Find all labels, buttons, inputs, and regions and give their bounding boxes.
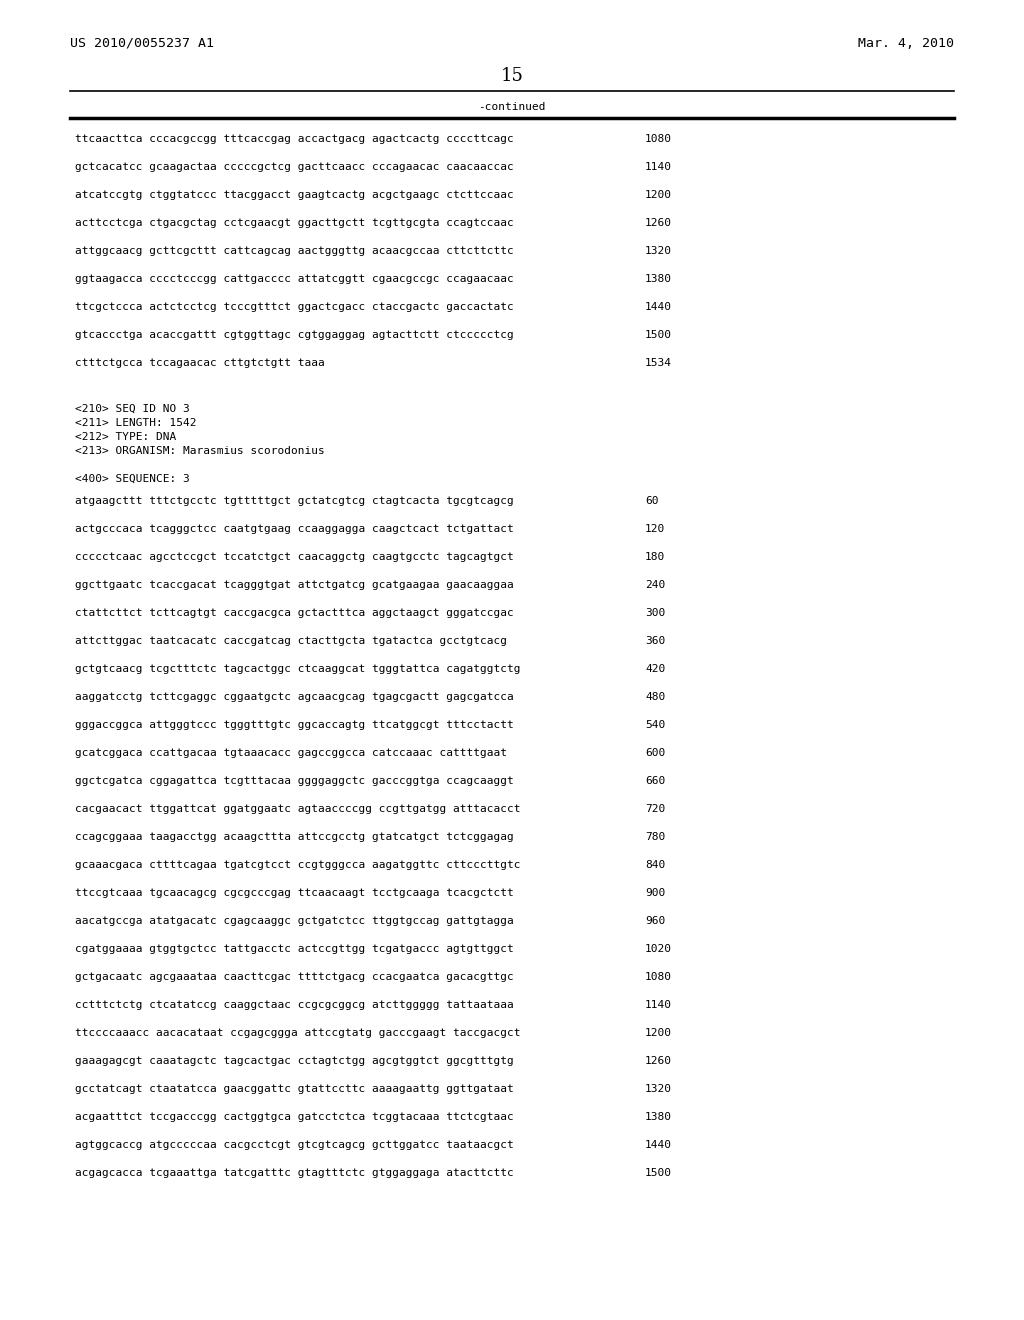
Text: 60: 60 bbox=[645, 496, 658, 506]
Text: 180: 180 bbox=[645, 552, 666, 562]
Text: 15: 15 bbox=[501, 67, 523, 84]
Text: 1320: 1320 bbox=[645, 1084, 672, 1094]
Text: 300: 300 bbox=[645, 609, 666, 618]
Text: 720: 720 bbox=[645, 804, 666, 814]
Text: cacgaacact ttggattcat ggatggaatc agtaaccccgg ccgttgatgg atttacacct: cacgaacact ttggattcat ggatggaatc agtaacc… bbox=[75, 804, 520, 814]
Text: 600: 600 bbox=[645, 748, 666, 758]
Text: acttcctcga ctgacgctag cctcgaacgt ggacttgctt tcgttgcgta ccagtccaac: acttcctcga ctgacgctag cctcgaacgt ggacttg… bbox=[75, 218, 514, 228]
Text: gaaagagcgt caaatagctc tagcactgac cctagtctgg agcgtggtct ggcgtttgtg: gaaagagcgt caaatagctc tagcactgac cctagtc… bbox=[75, 1056, 514, 1067]
Text: 960: 960 bbox=[645, 916, 666, 927]
Text: agtggcaccg atgcccccaa cacgcctcgt gtcgtcagcg gcttggatcc taataacgct: agtggcaccg atgcccccaa cacgcctcgt gtcgtca… bbox=[75, 1140, 514, 1150]
Text: <400> SEQUENCE: 3: <400> SEQUENCE: 3 bbox=[75, 474, 189, 484]
Text: 1140: 1140 bbox=[645, 162, 672, 172]
Text: cctttctctg ctcatatccg caaggctaac ccgcgcggcg atcttggggg tattaataaa: cctttctctg ctcatatccg caaggctaac ccgcgcg… bbox=[75, 1001, 514, 1010]
Text: attggcaacg gcttcgcttt cattcagcag aactgggttg acaacgccaa cttcttcttc: attggcaacg gcttcgcttt cattcagcag aactggg… bbox=[75, 246, 514, 256]
Text: 660: 660 bbox=[645, 776, 666, 785]
Text: 240: 240 bbox=[645, 579, 666, 590]
Text: ggcttgaatc tcaccgacat tcagggtgat attctgatcg gcatgaagaa gaacaaggaa: ggcttgaatc tcaccgacat tcagggtgat attctga… bbox=[75, 579, 514, 590]
Text: 540: 540 bbox=[645, 719, 666, 730]
Text: ctattcttct tcttcagtgt caccgacgca gctactttca aggctaagct gggatccgac: ctattcttct tcttcagtgt caccgacgca gctactt… bbox=[75, 609, 514, 618]
Text: 480: 480 bbox=[645, 692, 666, 702]
Text: 1260: 1260 bbox=[645, 218, 672, 228]
Text: ttccgtcaaa tgcaacagcg cgcgcccgag ttcaacaagt tcctgcaaga tcacgctctt: ttccgtcaaa tgcaacagcg cgcgcccgag ttcaaca… bbox=[75, 888, 514, 898]
Text: gctcacatcc gcaagactaa cccccgctcg gacttcaacc cccagaacac caacaaccac: gctcacatcc gcaagactaa cccccgctcg gacttca… bbox=[75, 162, 514, 172]
Text: ggtaagacca cccctcccgg cattgacccc attatcggtt cgaacgccgc ccagaacaac: ggtaagacca cccctcccgg cattgacccc attatcg… bbox=[75, 275, 514, 284]
Text: 1534: 1534 bbox=[645, 358, 672, 368]
Text: aacatgccga atatgacatc cgagcaaggc gctgatctcc ttggtgccag gattgtagga: aacatgccga atatgacatc cgagcaaggc gctgatc… bbox=[75, 916, 514, 927]
Text: 1080: 1080 bbox=[645, 135, 672, 144]
Text: <212> TYPE: DNA: <212> TYPE: DNA bbox=[75, 432, 176, 442]
Text: 1500: 1500 bbox=[645, 330, 672, 341]
Text: actgcccaca tcagggctcc caatgtgaag ccaaggagga caagctcact tctgattact: actgcccaca tcagggctcc caatgtgaag ccaagga… bbox=[75, 524, 514, 535]
Text: 900: 900 bbox=[645, 888, 666, 898]
Text: 1020: 1020 bbox=[645, 944, 672, 954]
Text: <213> ORGANISM: Marasmius scorodonius: <213> ORGANISM: Marasmius scorodonius bbox=[75, 446, 325, 455]
Text: ccccctcaac agcctccgct tccatctgct caacaggctg caagtgcctc tagcagtgct: ccccctcaac agcctccgct tccatctgct caacagg… bbox=[75, 552, 514, 562]
Text: 1380: 1380 bbox=[645, 1111, 672, 1122]
Text: 360: 360 bbox=[645, 636, 666, 645]
Text: US 2010/0055237 A1: US 2010/0055237 A1 bbox=[70, 37, 214, 50]
Text: gctgacaatc agcgaaataa caacttcgac ttttctgacg ccacgaatca gacacgttgc: gctgacaatc agcgaaataa caacttcgac ttttctg… bbox=[75, 972, 514, 982]
Text: 1080: 1080 bbox=[645, 972, 672, 982]
Text: 780: 780 bbox=[645, 832, 666, 842]
Text: 1140: 1140 bbox=[645, 1001, 672, 1010]
Text: 1440: 1440 bbox=[645, 302, 672, 312]
Text: gggaccggca attgggtccc tgggtttgtc ggcaccagtg ttcatggcgt tttcctactt: gggaccggca attgggtccc tgggtttgtc ggcacca… bbox=[75, 719, 514, 730]
Text: ttccccaaacc aacacataat ccgagcggga attccgtatg gacccgaagt taccgacgct: ttccccaaacc aacacataat ccgagcggga attccg… bbox=[75, 1028, 520, 1038]
Text: ggctcgatca cggagattca tcgtttacaa ggggaggctc gacccggtga ccagcaaggt: ggctcgatca cggagattca tcgtttacaa ggggagg… bbox=[75, 776, 514, 785]
Text: ttcaacttca cccacgccgg tttcaccgag accactgacg agactcactg ccccttcagc: ttcaacttca cccacgccgg tttcaccgag accactg… bbox=[75, 135, 514, 144]
Text: gtcaccctga acaccgattt cgtggttagc cgtggaggag agtacttctt ctccccctcg: gtcaccctga acaccgattt cgtggttagc cgtggag… bbox=[75, 330, 514, 341]
Text: 1440: 1440 bbox=[645, 1140, 672, 1150]
Text: atcatccgtg ctggtatccc ttacggacct gaagtcactg acgctgaagc ctcttccaac: atcatccgtg ctggtatccc ttacggacct gaagtca… bbox=[75, 190, 514, 201]
Text: ccagcggaaa taagacctgg acaagcttta attccgcctg gtatcatgct tctcggagag: ccagcggaaa taagacctgg acaagcttta attccgc… bbox=[75, 832, 514, 842]
Text: ctttctgcca tccagaacac cttgtctgtt taaa: ctttctgcca tccagaacac cttgtctgtt taaa bbox=[75, 358, 325, 368]
Text: <210> SEQ ID NO 3: <210> SEQ ID NO 3 bbox=[75, 404, 189, 414]
Text: 1500: 1500 bbox=[645, 1168, 672, 1177]
Text: acgaatttct tccgacccgg cactggtgca gatcctctca tcggtacaaa ttctcgtaac: acgaatttct tccgacccgg cactggtgca gatcctc… bbox=[75, 1111, 514, 1122]
Text: -continued: -continued bbox=[478, 102, 546, 112]
Text: atgaagcttt tttctgcctc tgtttttgct gctatcgtcg ctagtcacta tgcgtcagcg: atgaagcttt tttctgcctc tgtttttgct gctatcg… bbox=[75, 496, 514, 506]
Text: gctgtcaacg tcgctttctc tagcactggc ctcaaggcat tgggtattca cagatggtctg: gctgtcaacg tcgctttctc tagcactggc ctcaagg… bbox=[75, 664, 520, 675]
Text: cgatggaaaa gtggtgctcc tattgacctc actccgttgg tcgatgaccc agtgttggct: cgatggaaaa gtggtgctcc tattgacctc actccgt… bbox=[75, 944, 514, 954]
Text: 840: 840 bbox=[645, 861, 666, 870]
Text: <211> LENGTH: 1542: <211> LENGTH: 1542 bbox=[75, 418, 197, 428]
Text: 120: 120 bbox=[645, 524, 666, 535]
Text: 420: 420 bbox=[645, 664, 666, 675]
Text: 1380: 1380 bbox=[645, 275, 672, 284]
Text: acgagcacca tcgaaattga tatcgatttc gtagtttctc gtggaggaga atacttcttc: acgagcacca tcgaaattga tatcgatttc gtagttt… bbox=[75, 1168, 514, 1177]
Text: gcaaacgaca cttttcagaa tgatcgtcct ccgtgggcca aagatggttc cttcccttgtc: gcaaacgaca cttttcagaa tgatcgtcct ccgtggg… bbox=[75, 861, 520, 870]
Text: attcttggac taatcacatc caccgatcag ctacttgcta tgatactca gcctgtcacg: attcttggac taatcacatc caccgatcag ctacttg… bbox=[75, 636, 507, 645]
Text: ttcgctccca actctcctcg tcccgtttct ggactcgacc ctaccgactc gaccactatc: ttcgctccca actctcctcg tcccgtttct ggactcg… bbox=[75, 302, 514, 312]
Text: 1320: 1320 bbox=[645, 246, 672, 256]
Text: 1200: 1200 bbox=[645, 190, 672, 201]
Text: aaggatcctg tcttcgaggc cggaatgctc agcaacgcag tgagcgactt gagcgatcca: aaggatcctg tcttcgaggc cggaatgctc agcaacg… bbox=[75, 692, 514, 702]
Text: gcatcggaca ccattgacaa tgtaaacacc gagccggcca catccaaac cattttgaat: gcatcggaca ccattgacaa tgtaaacacc gagccgg… bbox=[75, 748, 507, 758]
Text: 1200: 1200 bbox=[645, 1028, 672, 1038]
Text: 1260: 1260 bbox=[645, 1056, 672, 1067]
Text: gcctatcagt ctaatatcca gaacggattc gtattccttc aaaagaattg ggttgataat: gcctatcagt ctaatatcca gaacggattc gtattcc… bbox=[75, 1084, 514, 1094]
Text: Mar. 4, 2010: Mar. 4, 2010 bbox=[858, 37, 954, 50]
